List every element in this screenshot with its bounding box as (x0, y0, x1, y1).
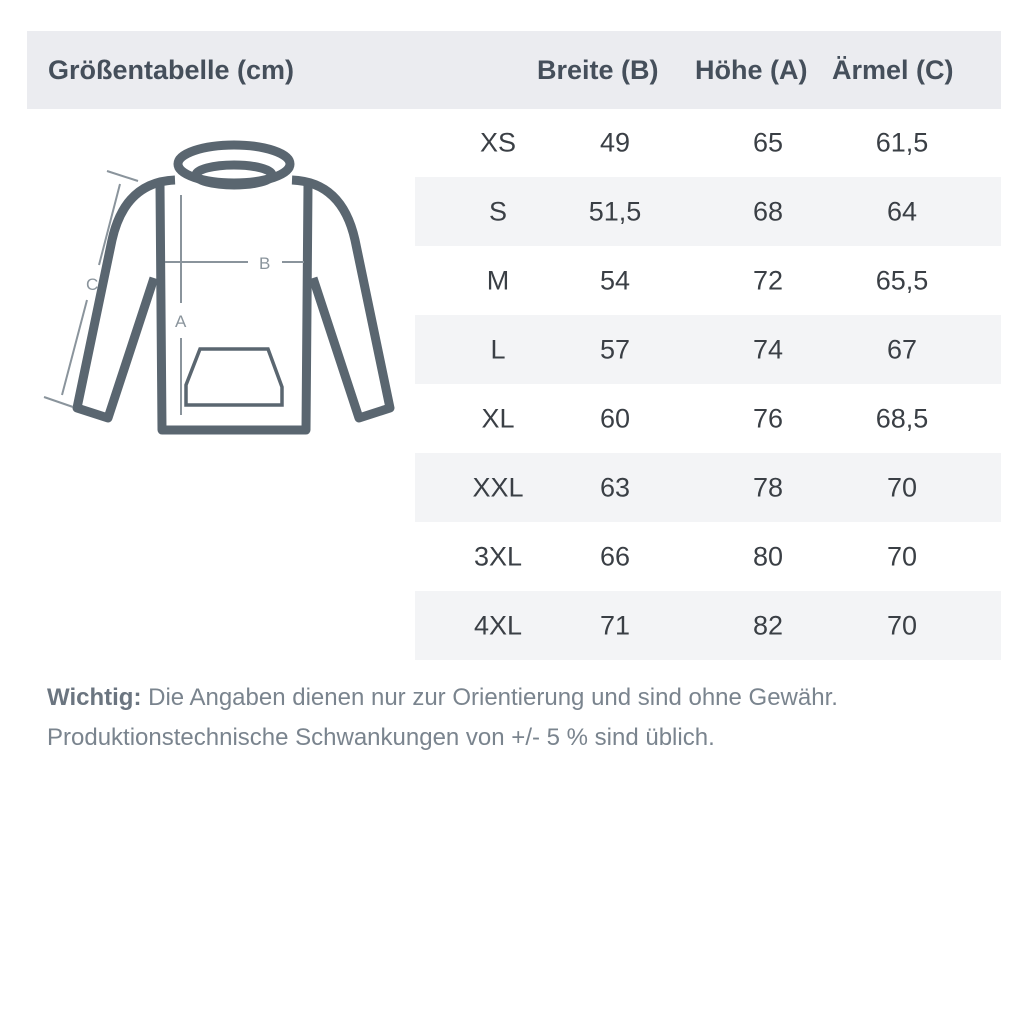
cell-hoehe: 72 (752, 265, 784, 295)
note-line-1: Die Angaben dienen nur zur Orientierung … (148, 684, 838, 711)
cell-hoehe: 74 (752, 334, 784, 364)
cell-size: XL (481, 403, 515, 433)
cell-breite: 71 (599, 610, 631, 640)
hoodie-diagram: C B A (43, 140, 395, 435)
cell-size: XXL (472, 472, 524, 502)
label-c: C (86, 275, 98, 294)
cell-breite: 51,5 (588, 196, 642, 226)
cell-breite: 63 (599, 472, 631, 502)
cell-aermel: 67 (886, 334, 918, 364)
table-row: L 57 74 67 (415, 315, 1001, 384)
table-row: XS 49 65 61,5 (415, 108, 1001, 177)
pocket-icon (184, 347, 284, 407)
table-row: XL 60 76 68,5 (415, 384, 1001, 453)
label-a: A (175, 312, 187, 331)
cell-hoehe: 65 (752, 127, 784, 157)
cell-hoehe: 68 (752, 196, 784, 226)
cell-breite: 54 (599, 265, 631, 295)
cell-size: XS (479, 127, 517, 157)
cell-size: M (486, 265, 510, 295)
label-b: B (259, 254, 270, 273)
cell-breite: 60 (599, 403, 631, 433)
cell-size: 4XL (473, 610, 523, 640)
cell-aermel: 61,5 (875, 127, 929, 157)
cell-breite: 66 (599, 541, 631, 571)
cell-aermel: 68,5 (875, 403, 929, 433)
cell-hoehe: 82 (752, 610, 784, 640)
note-line-2: Produktionstechnische Schwankungen von +… (47, 724, 715, 751)
column-header-breite: Breite (B) (537, 55, 659, 85)
cell-breite: 49 (599, 127, 631, 157)
cell-size: S (488, 196, 508, 226)
hoodie-outline-icon (72, 140, 395, 435)
cell-hoehe: 76 (752, 403, 784, 433)
column-header-aermel: Ärmel (C) (832, 55, 954, 85)
table-row: XXL 63 78 70 (415, 453, 1001, 522)
cell-aermel: 70 (886, 472, 918, 502)
table-row: S 51,5 68 64 (415, 177, 1001, 246)
cell-size: 3XL (473, 541, 523, 571)
table-row: M 54 72 65,5 (415, 246, 1001, 315)
cell-hoehe: 78 (752, 472, 784, 502)
table-row: 3XL 66 80 70 (415, 522, 1001, 591)
measure-arrows-icon (43, 170, 304, 415)
note-label: Wichtig: (47, 684, 142, 711)
table-row: 4XL 71 82 70 (415, 591, 1001, 660)
disclaimer-note: Wichtig: Die Angaben dienen nur zur Orie… (47, 678, 838, 758)
cell-aermel: 70 (886, 610, 918, 640)
cell-size: L (490, 334, 506, 364)
cell-aermel: 64 (886, 196, 918, 226)
column-header-hoehe: Höhe (A) (695, 55, 808, 85)
cell-hoehe: 80 (752, 541, 784, 571)
cell-aermel: 65,5 (875, 265, 929, 295)
cell-breite: 57 (599, 334, 631, 364)
cell-aermel: 70 (886, 541, 918, 571)
table-header: Größentabelle (cm) Breite (B) Höhe (A) Ä… (27, 31, 1001, 109)
page-title: Größentabelle (cm) (48, 55, 295, 85)
